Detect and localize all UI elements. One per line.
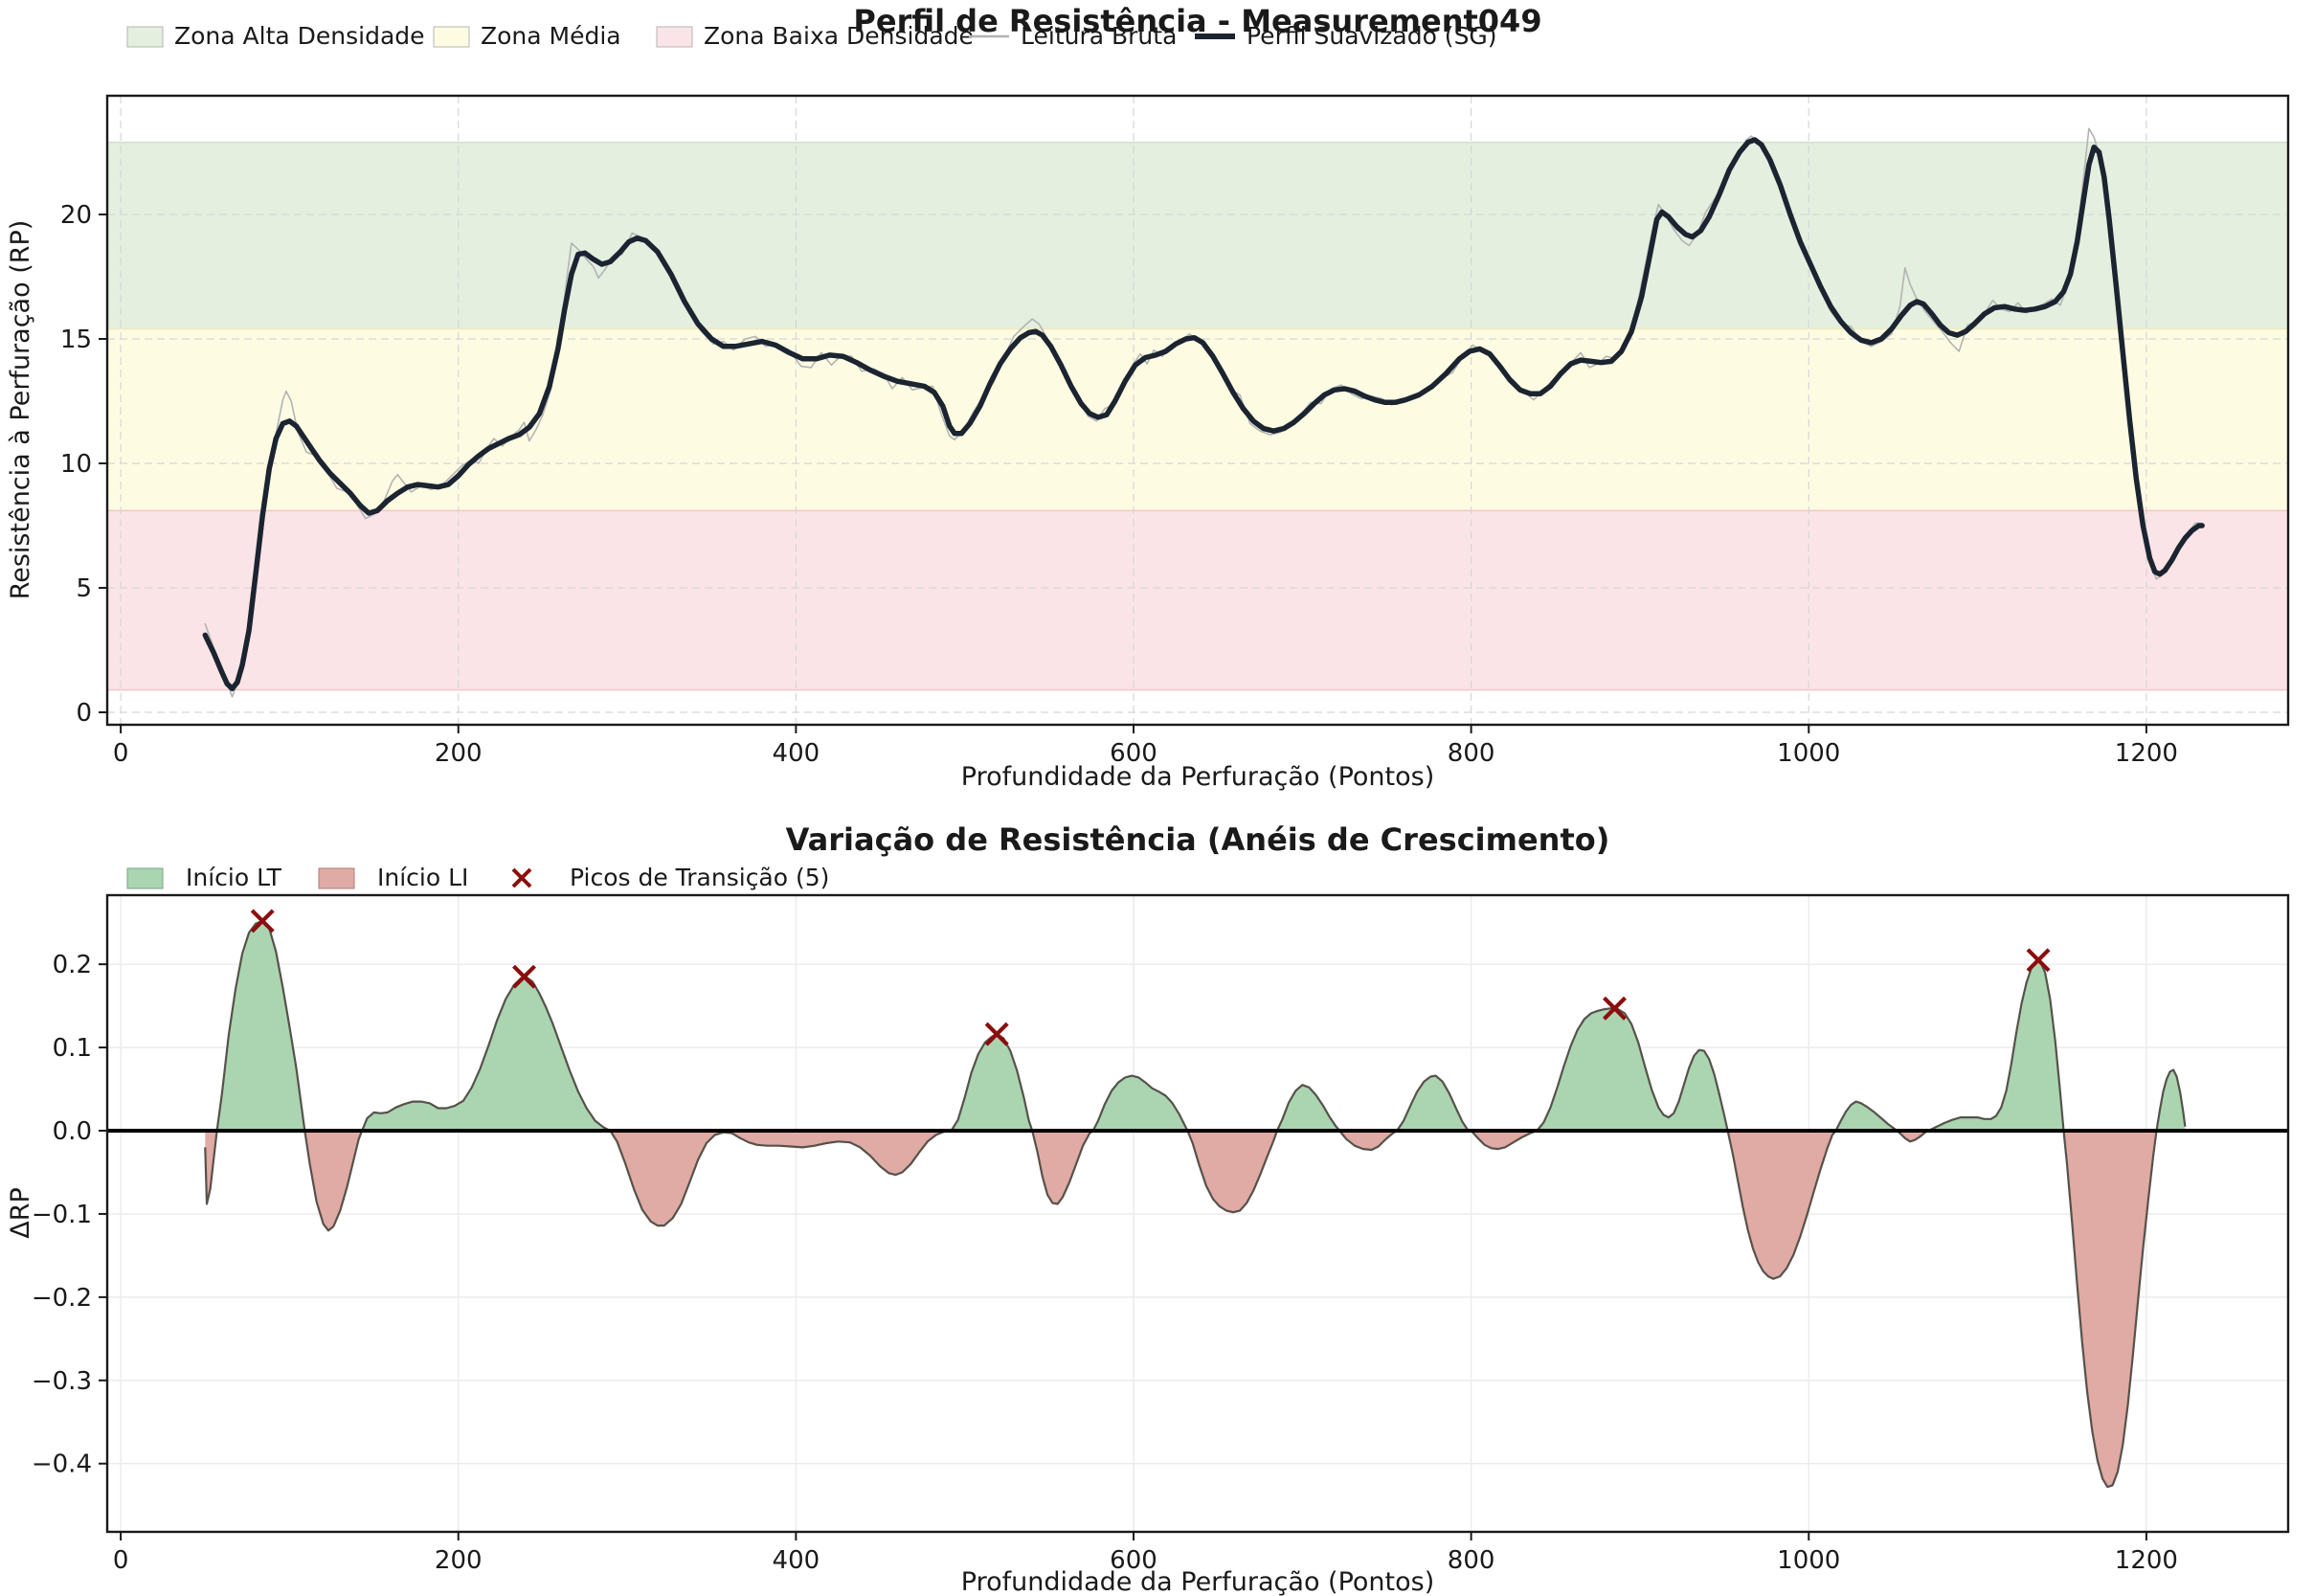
resistance-variation-chart: 0 200 400 600 800 1000 1200 0.2 0.1 0.0 −0.1 −0.2 −0… bbox=[32, 893, 2290, 1575]
x-tick-label: 200 bbox=[435, 739, 483, 768]
transition-peak-marker bbox=[250, 909, 275, 933]
legend-label: Picos de Transição (5) bbox=[570, 864, 829, 891]
top-chart-ylabel: Resistência à Perfuração (RP) bbox=[6, 220, 35, 600]
legend-swatch bbox=[318, 867, 355, 889]
y-tick-label: 10 bbox=[60, 450, 92, 479]
x-tick-label: 800 bbox=[1448, 1546, 1495, 1575]
legend-x-marker bbox=[511, 867, 532, 888]
legend-swatch bbox=[433, 26, 470, 48]
legend-label: Início LT bbox=[186, 864, 282, 891]
resistance-profile-chart: 0 200 400 600 800 1000 1200 0 5 10 15 20 bbox=[60, 94, 2290, 768]
top-chart-title: Perfil de Resistência - Measurement049 bbox=[853, 3, 1541, 39]
y-tick-label: −0.4 bbox=[32, 1450, 92, 1479]
legend-label: Leitura Bruta bbox=[1021, 22, 1177, 50]
delta-line bbox=[204, 919, 2187, 1489]
zone-band bbox=[106, 327, 2289, 512]
x-tick-label: 400 bbox=[773, 1546, 820, 1575]
y-tick-label: 0.0 bbox=[53, 1117, 92, 1146]
transition-peak-marker bbox=[984, 1022, 1009, 1046]
x-tick-label: 200 bbox=[435, 1546, 483, 1575]
y-tick-label: −0.3 bbox=[32, 1367, 92, 1396]
top-chart-xlabel: Profundidade da Perfuração (Pontos) bbox=[961, 762, 1434, 792]
transition-peak-marker bbox=[2026, 948, 2051, 973]
y-tick-label: 0 bbox=[76, 699, 92, 728]
x-tick-label: 0 bbox=[113, 1546, 129, 1575]
x-tick-label: 1000 bbox=[1777, 1546, 1840, 1575]
x-tick-label: 0 bbox=[113, 739, 129, 768]
transition-peak-marker bbox=[512, 964, 536, 989]
x-tick-label: 400 bbox=[773, 739, 820, 768]
y-tick-label: 0.2 bbox=[53, 951, 92, 979]
legend-label: Início LI bbox=[377, 864, 468, 891]
legend-label: Zona Média bbox=[481, 22, 621, 50]
y-tick-label: 5 bbox=[76, 574, 92, 603]
x-tick-label: 1200 bbox=[2115, 1546, 2178, 1575]
plot-border bbox=[105, 94, 2290, 727]
legend-swatch bbox=[656, 26, 693, 48]
negative-area bbox=[205, 1131, 2186, 1488]
bottom-chart-title: Variação de Resistência (Anéis de Cresci… bbox=[786, 821, 1610, 858]
y-tick-label: −0.2 bbox=[32, 1284, 92, 1313]
y-tick-label: −0.1 bbox=[32, 1201, 92, 1229]
x-tick-label: 1200 bbox=[2115, 739, 2178, 768]
zone-band bbox=[106, 509, 2289, 691]
x-tick-label: 600 bbox=[1110, 1546, 1157, 1575]
top-chart-legend: Zona Alta Densidade Zona Média Zona Baixa … bbox=[126, 22, 1497, 50]
legend-swatch bbox=[126, 26, 164, 48]
y-tick-label: 20 bbox=[60, 201, 92, 230]
x-tick-label: 600 bbox=[1110, 739, 1157, 768]
legend-label: Zona Baixa Densidade bbox=[704, 22, 974, 50]
y-tick-label: 0.1 bbox=[53, 1034, 92, 1063]
transition-peak-marker bbox=[1603, 996, 1627, 1021]
y-tick-label: 15 bbox=[60, 326, 92, 354]
legend-label: Zona Alta Densidade bbox=[174, 22, 425, 50]
x-tick-label: 800 bbox=[1448, 739, 1495, 768]
legend-swatch bbox=[126, 867, 164, 889]
zone-band bbox=[106, 141, 2289, 330]
smoothed-profile-line bbox=[202, 137, 2205, 692]
positive-area bbox=[205, 920, 2186, 1131]
bottom-chart-legend: Início LT Início LI Picos de Transição (5) bbox=[126, 864, 829, 891]
bottom-chart-xlabel: Profundidade da Perfuração (Pontos) bbox=[961, 1567, 1434, 1596]
x-tick-label: 1000 bbox=[1777, 739, 1840, 768]
legend-label: Perfil Suavizado (SG) bbox=[1247, 22, 1497, 50]
bottom-chart-ylabel: ΔRP bbox=[6, 1187, 35, 1239]
